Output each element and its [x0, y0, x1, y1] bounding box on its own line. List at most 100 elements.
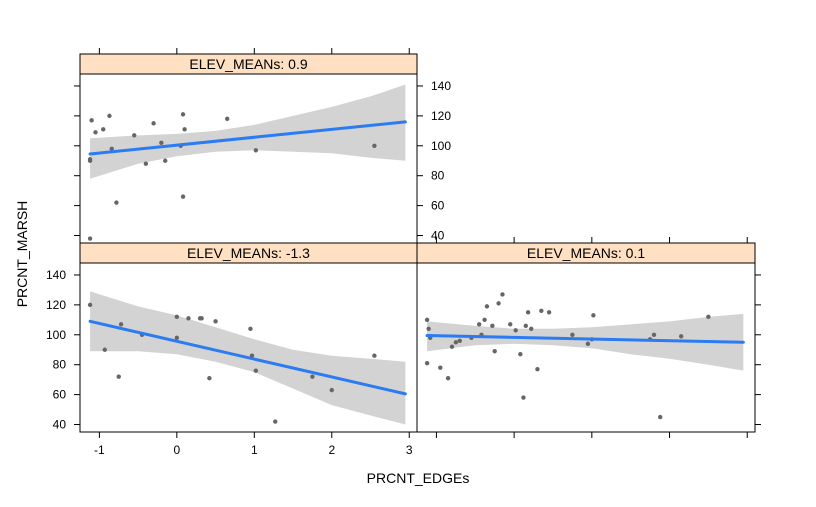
data-point-bottom-right-14	[490, 323, 495, 329]
x-tick-label-1: 0	[173, 443, 180, 457]
y-axis-title: PRCNT_MARSH	[14, 201, 30, 308]
data-point-bottom-right-20	[518, 352, 523, 357]
data-point-bottom-right-13	[484, 304, 490, 309]
data-point-bottom-left-1	[102, 347, 107, 352]
data-point-bottom-right-21	[521, 395, 526, 400]
data-point-bottom-right-36	[706, 314, 711, 320]
data-point-bottom-left-11	[207, 375, 212, 381]
data-point-top-0	[89, 118, 94, 123]
y-axis-title-text: PRCNT_MARSH	[14, 201, 30, 308]
y-tick-label-right-5: 140	[431, 79, 451, 93]
data-point-bottom-right-19	[513, 328, 518, 333]
data-point-top-1	[93, 130, 98, 135]
data-point-bottom-left-5	[174, 314, 180, 320]
data-point-bottom-left-0	[87, 302, 93, 308]
x-tick-label-4: 3	[406, 443, 413, 457]
axes: -1 0 1 2 3 40 60 80 100 120 140 40 60 80 100 120 140	[46, 48, 761, 457]
data-point-bottom-right-8	[457, 338, 462, 343]
data-point-bottom-left-10	[213, 319, 218, 324]
data-point-top-7	[114, 200, 119, 205]
data-point-top-2	[101, 127, 106, 132]
strip-label-bottom-right: ELEV_MEANs: 0.1	[527, 245, 645, 261]
y-tick-label-left-5: 140	[46, 268, 66, 282]
x-axis-title-text: PRCNT_EDGEs	[367, 470, 470, 486]
data-point-bottom-left-14	[253, 368, 259, 373]
data-point-bottom-right-17	[500, 292, 505, 297]
data-point-bottom-right-10	[476, 322, 482, 327]
data-point-top-19	[372, 143, 377, 148]
data-point-bottom-right-12	[482, 317, 487, 323]
data-point-bottom-left-15	[273, 419, 278, 424]
data-point-top-9	[143, 161, 149, 166]
data-point-bottom-right-24	[529, 326, 534, 332]
data-point-top-18	[253, 148, 259, 153]
data-point-bottom-left-12	[248, 326, 253, 332]
data-point-bottom-right-26	[539, 308, 544, 314]
data-point-bottom-right-33	[651, 332, 657, 337]
data-point-bottom-right-1	[426, 326, 431, 332]
y-tick-label-left-2: 80	[53, 358, 67, 372]
data-point-bottom-left-3	[118, 322, 124, 327]
data-point-bottom-right-25	[535, 366, 540, 372]
x-tick-label-2: 1	[251, 443, 258, 457]
data-point-top-16	[180, 194, 186, 199]
data-point-top-4	[109, 146, 114, 151]
x-tick-label-0: -1	[94, 443, 105, 457]
data-point-bottom-right-29	[585, 341, 591, 346]
data-point-top-15	[182, 127, 187, 132]
data-point-bottom-left-18	[372, 353, 377, 358]
data-point-top-10	[151, 121, 156, 126]
data-point-bottom-right-16	[496, 301, 501, 306]
confidence-band-bottom-right	[427, 313, 744, 371]
data-point-bottom-right-4	[438, 365, 443, 370]
y-tick-label-left-0: 40	[53, 418, 67, 432]
panel-bottom-left: ELEV_MEANs: -1.3	[79, 242, 418, 433]
confidence-band-top	[90, 84, 406, 179]
x-tick-label-3: 2	[328, 443, 335, 457]
data-point-bottom-left-6	[174, 335, 180, 340]
data-point-bottom-right-22	[523, 323, 528, 329]
data-point-top-12	[163, 158, 168, 163]
fit-line-bottom-right	[425, 334, 745, 344]
panels-layer: ELEV_MEANs: 0.9 ELEV_MEANs: -1.3 ELEV_MEAN…	[46, 48, 761, 457]
data-point-top-6	[87, 157, 93, 162]
y-tick-label-right-2: 80	[431, 169, 445, 183]
strip-top	[79, 53, 418, 75]
y-tick-label-right-3: 100	[431, 139, 451, 153]
strip-bottom-right	[416, 242, 756, 264]
data-point-top-3	[107, 113, 112, 119]
data-point-bottom-left-2	[116, 374, 121, 379]
data-point-bottom-right-27	[546, 310, 552, 315]
data-point-bottom-right-18	[508, 322, 513, 327]
x-axis-title: PRCNT_EDGEs	[367, 470, 470, 486]
data-point-bottom-right-6	[449, 344, 455, 349]
panel-bottom-right: ELEV_MEANs: 0.1	[416, 242, 756, 433]
y-tick-label-right-4: 120	[431, 109, 451, 123]
data-point-bottom-right-5	[445, 375, 451, 381]
y-tick-label-left-4: 120	[46, 298, 66, 312]
data-point-bottom-right-7	[453, 340, 459, 345]
panel-top: ELEV_MEANs: 0.9	[79, 53, 418, 244]
data-point-top-14	[180, 112, 186, 117]
data-point-bottom-right-23	[525, 310, 531, 315]
y-tick-label-left-1: 60	[53, 388, 67, 402]
fit-line-bottom-left	[88, 319, 407, 396]
data-point-bottom-left-7	[186, 316, 191, 321]
data-point-top-20	[87, 236, 93, 241]
data-point-bottom-left-16	[310, 374, 315, 379]
strip-label-top: ELEV_MEANs: 0.9	[189, 56, 307, 72]
y-tick-label-right-1: 60	[431, 199, 445, 213]
data-point-bottom-right-15	[492, 349, 497, 354]
data-point-top-8	[132, 133, 137, 138]
data-point-top-11	[159, 140, 164, 145]
y-tick-label-right-0: 40	[431, 229, 445, 243]
data-point-bottom-right-3	[424, 361, 430, 366]
data-point-bottom-left-9	[199, 316, 204, 321]
y-tick-label-left-3: 100	[46, 328, 66, 342]
data-point-bottom-right-30	[591, 313, 596, 318]
data-point-bottom-right-35	[678, 334, 684, 339]
data-point-top-17	[224, 116, 230, 122]
data-point-bottom-right-28	[570, 332, 575, 337]
data-point-bottom-right-0	[424, 317, 430, 323]
